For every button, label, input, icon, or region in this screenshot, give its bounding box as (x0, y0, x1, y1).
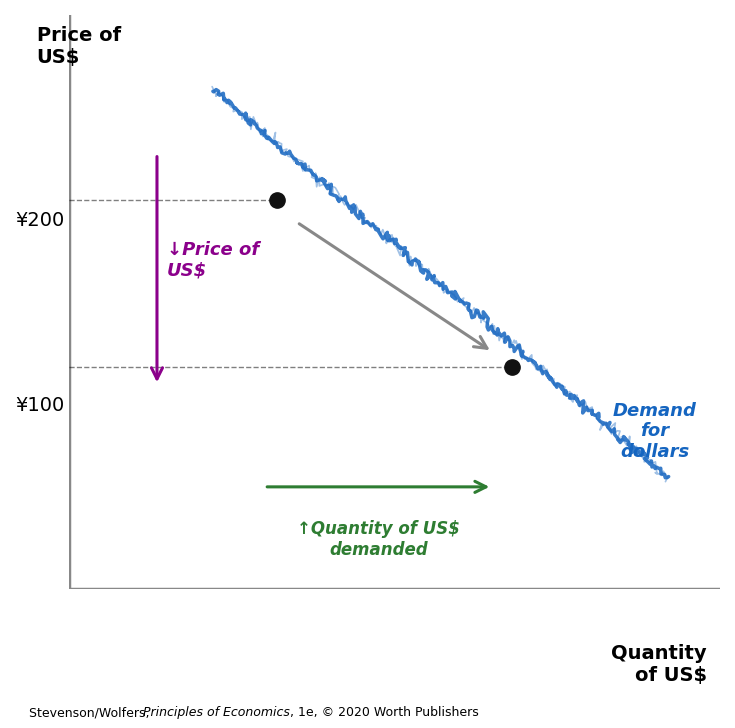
Text: Demand
for
dollars: Demand for dollars (613, 402, 697, 461)
Text: , 1e, © 2020 Worth Publishers: , 1e, © 2020 Worth Publishers (290, 706, 479, 719)
Text: Price of
US$: Price of US$ (37, 26, 121, 68)
Text: Quantity
of US$: Quantity of US$ (612, 644, 707, 685)
Text: Stevenson/Wolfers,: Stevenson/Wolfers, (29, 706, 154, 719)
Text: Principles of Economics: Principles of Economics (143, 706, 290, 719)
Text: ↓Price of
US$: ↓Price of US$ (167, 241, 259, 280)
Text: ↑Quantity of US$
demanded: ↑Quantity of US$ demanded (297, 521, 459, 559)
